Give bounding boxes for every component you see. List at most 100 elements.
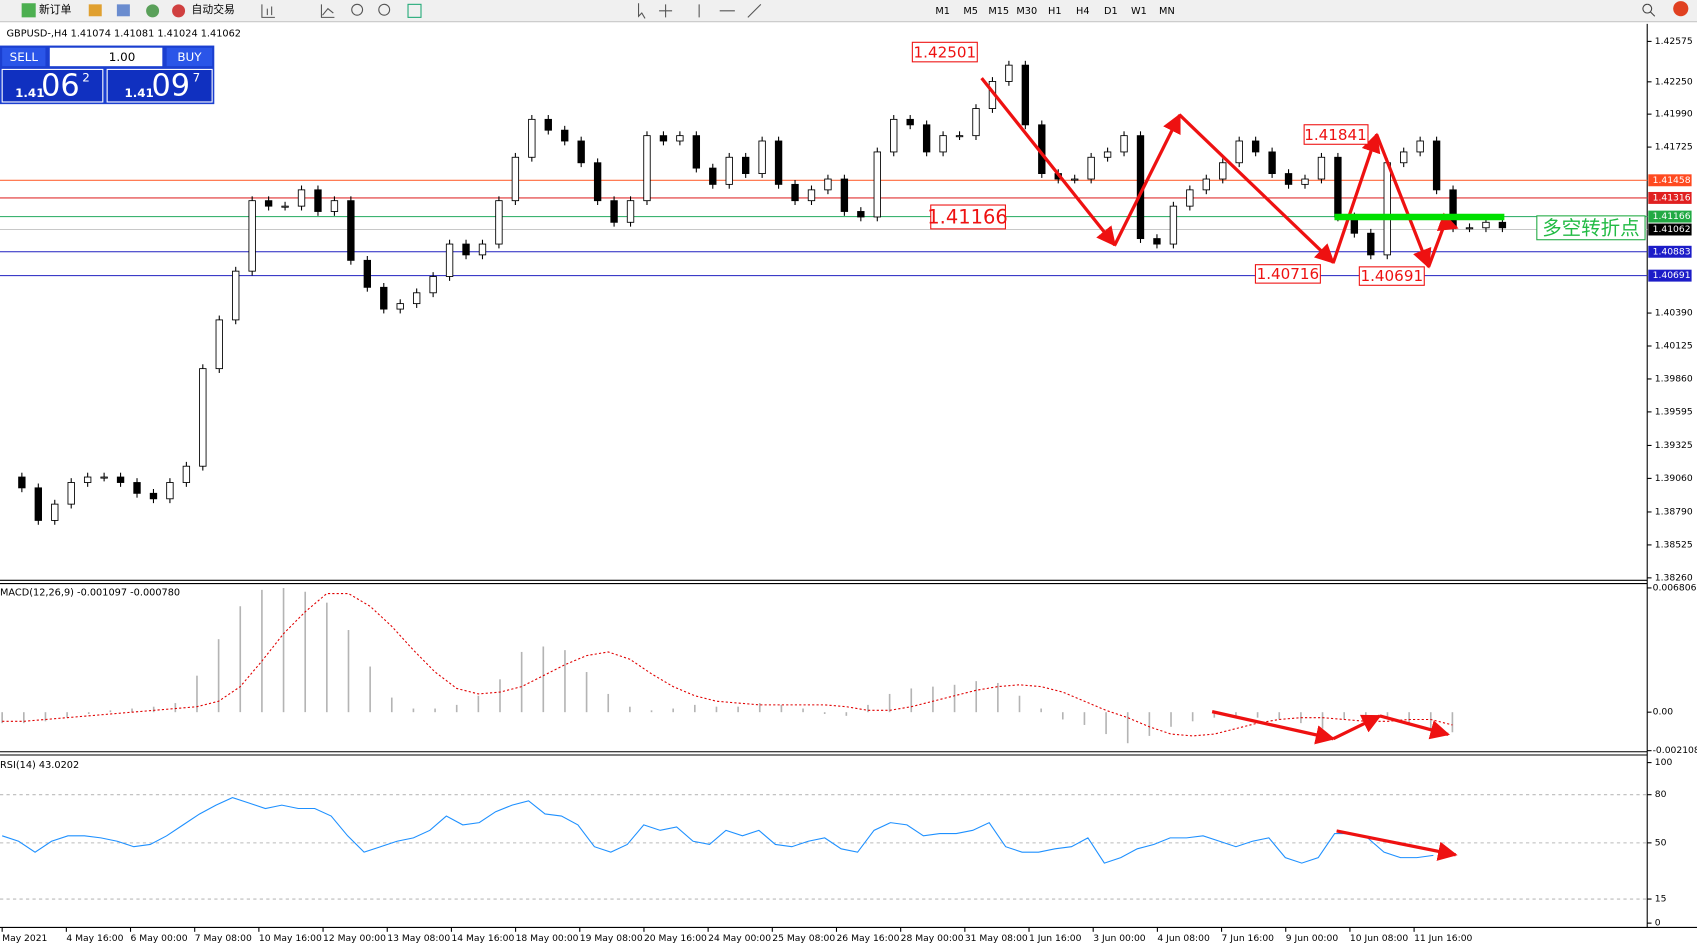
bid-fraction: 2 (82, 71, 90, 85)
candle (840, 178, 849, 212)
new-order-icon[interactable] (21, 3, 36, 18)
time-label: 10 Jun 08:00 (1350, 933, 1408, 944)
rsi-tick-label: 50 (1655, 837, 1667, 848)
macd-title: MACD(12,26,9) -0.001097 -0.000780 (0, 587, 180, 598)
annotation-box (1303, 124, 1369, 145)
annotation-box (1536, 215, 1646, 241)
cursor-icon[interactable] (637, 3, 646, 19)
macd-signal (2, 592, 1453, 737)
candle (51, 503, 59, 521)
ask-fraction: 7 (193, 71, 201, 85)
candle (18, 476, 26, 489)
bid-big: 1.41 (15, 86, 44, 100)
candle (1400, 151, 1408, 164)
candle (1498, 221, 1507, 229)
annotation-box (1254, 264, 1321, 284)
candle (314, 189, 322, 212)
price-tick-label: 1.39595 (1655, 406, 1693, 417)
timeframe-button[interactable]: H4 (1076, 6, 1090, 17)
auto-trading-icon[interactable] (172, 4, 186, 18)
buy-label[interactable]: BUY (177, 50, 202, 64)
time-label: 4 May 16:00 (66, 933, 123, 944)
rsi-line (1, 797, 1434, 864)
annotation-label: 1.40691 (1360, 267, 1423, 285)
candle (199, 368, 207, 467)
candle (182, 465, 191, 483)
divergence-arrow (1211, 710, 1336, 745)
sell-button[interactable] (2, 47, 46, 67)
toolbar-icon[interactable] (261, 4, 275, 18)
toolbar-icon[interactable] (146, 4, 160, 18)
buy-price-box[interactable] (106, 68, 213, 103)
zoom-in-icon[interactable] (351, 3, 364, 16)
candle (922, 124, 931, 153)
timeframe-button[interactable]: M1 (935, 6, 950, 17)
sell-label[interactable]: SELL (10, 50, 39, 64)
level-label-bg (1648, 174, 1692, 187)
candle (774, 140, 783, 185)
new-order-button[interactable]: 新订单 (39, 2, 72, 16)
crosshair-icon[interactable] (659, 4, 673, 18)
buy-button[interactable] (166, 47, 213, 67)
toolbar-icon[interactable] (116, 4, 130, 17)
price-tick-label: 1.39325 (1655, 440, 1693, 451)
candle (1087, 156, 1095, 180)
candle (363, 259, 372, 288)
candle (1071, 178, 1079, 181)
lots-field[interactable] (49, 47, 163, 67)
candle (1021, 64, 1030, 126)
line-tools[interactable] (698, 3, 762, 18)
divergence-arrow (1336, 829, 1458, 861)
toolbar-icon[interactable] (320, 4, 335, 18)
candle (659, 135, 668, 142)
time-label: 11 Jun 16:00 (1414, 933, 1472, 944)
level-label: 1.40883 (1653, 246, 1691, 257)
toolbar-icon[interactable] (407, 3, 422, 18)
candle (758, 140, 766, 175)
candle (1482, 221, 1490, 229)
candle (347, 200, 355, 261)
zoom-out-icon[interactable] (378, 3, 391, 16)
candle (495, 200, 503, 245)
auto-trading-button[interactable]: 自动交易 (192, 2, 235, 16)
timeframe-button[interactable]: MN (1159, 6, 1175, 17)
level-label: 1.41166 (1653, 211, 1691, 222)
ask-big: 1.41 (124, 86, 153, 100)
time-label: 25 May 08:00 (772, 933, 835, 944)
timeframe-button[interactable]: W1 (1131, 6, 1147, 17)
timeframe-button[interactable]: M5 (963, 6, 978, 17)
candle (709, 167, 717, 185)
time-label: 19 May 08:00 (580, 933, 643, 944)
timeframe-button[interactable]: M15 (988, 6, 1009, 17)
rsi-tick-label: 80 (1655, 789, 1667, 800)
macd-tick-label: 0.006806 (1653, 582, 1697, 593)
candle (1432, 140, 1441, 191)
level-label-bg (1648, 210, 1692, 223)
candle (1005, 64, 1013, 82)
time-label: 3 Jun 00:00 (1093, 933, 1146, 944)
price-tick-label: 1.39860 (1655, 373, 1693, 384)
price-tick-label: 1.40390 (1655, 308, 1693, 319)
trend-arrow (1178, 113, 1335, 264)
timeframe-button[interactable]: D1 (1104, 6, 1118, 17)
candle (577, 140, 585, 164)
timeframe-button[interactable]: M30 (1016, 6, 1037, 17)
lots-value[interactable]: 1.00 (109, 50, 135, 64)
toolbar-icon[interactable] (88, 4, 102, 17)
candle (643, 135, 651, 202)
candle (742, 156, 750, 175)
candle (939, 135, 947, 153)
timeframe-button[interactable]: H1 (1048, 6, 1062, 17)
candle (215, 319, 223, 370)
toolbar-tools (261, 3, 762, 19)
level-label-bg (1648, 191, 1692, 204)
time-label: 4 Jun 08:00 (1157, 933, 1210, 944)
candle (330, 200, 339, 212)
search-icon[interactable] (1642, 3, 1656, 17)
sell-price-box[interactable] (1, 68, 104, 103)
level-label: 1.40691 (1653, 270, 1691, 281)
notification-badge[interactable] (1673, 1, 1689, 17)
trend-arrow (1427, 212, 1459, 268)
candle (1383, 162, 1391, 256)
